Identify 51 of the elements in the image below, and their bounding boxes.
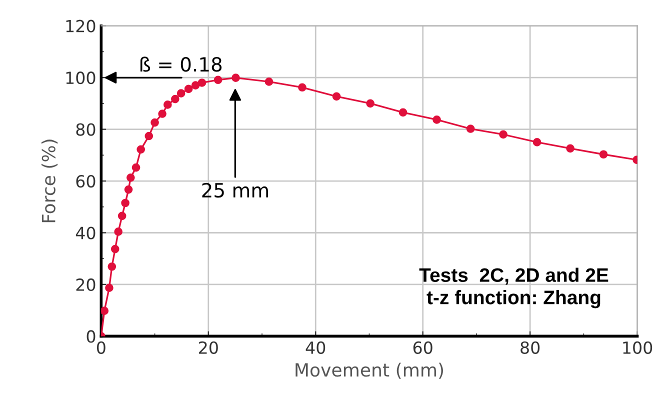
point [170,94,180,104]
x-tick-label: 20 [199,341,218,354]
point [198,78,206,87]
point [136,145,146,154]
x-tick-label: 100 [623,341,652,354]
y-axis-title: Force (%) [41,140,58,222]
point [132,163,140,172]
y-tick-label: 80 [76,123,96,136]
point [214,76,222,84]
point [264,78,274,86]
y-tick-label: 100 [66,72,96,84]
point [108,262,116,271]
x-tick-label: 80 [520,341,540,354]
point [144,132,154,140]
point [366,99,374,108]
point [126,173,135,182]
y-tick-label: 20 [76,278,96,292]
point [298,83,306,92]
point [158,110,166,118]
point [432,116,441,124]
point [191,81,200,90]
point [566,144,574,153]
point [532,138,542,146]
point [124,185,133,194]
point [398,108,408,117]
x-tick-label: 0 [96,341,106,354]
point [176,89,186,98]
point [114,228,122,236]
point [232,74,240,82]
point [466,124,475,133]
point [184,84,193,94]
y-tick-label: 120 [66,20,96,32]
y-tick-label: 40 [76,226,96,240]
point [121,198,130,208]
annotation: ß = 0.18 [140,56,222,72]
point [101,306,109,316]
point [150,118,159,127]
annotation: Tests 2C, 2D and 2E t-z function: Zhang [419,268,608,308]
x-tick-label: 40 [306,341,326,354]
y-tick-label: 60 [76,174,96,188]
annotation: 25 mm [202,182,268,198]
point [499,130,508,139]
y-tick-label: 0 [86,330,96,343]
x-tick-label: 60 [413,341,432,354]
point [105,284,114,292]
point [163,100,172,109]
point [118,212,126,220]
point [110,244,120,254]
point [332,92,341,101]
x-axis-title: Movement (mm) [296,362,444,379]
point [599,150,608,159]
